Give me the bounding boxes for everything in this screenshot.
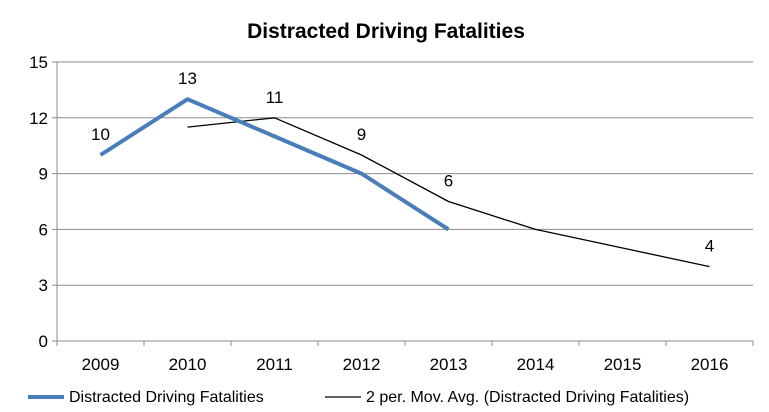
- data-labels: 10 13 11 9 6 4: [91, 69, 714, 255]
- data-label: 11: [266, 88, 284, 107]
- x-tick-label: 2015: [604, 355, 642, 374]
- y-tick-label: 9: [39, 165, 48, 184]
- data-label: 4: [705, 237, 714, 256]
- y-tick-label: 15: [29, 53, 48, 72]
- legend-label-moving-average: 2 per. Mov. Avg. (Distracted Driving Fat…: [366, 389, 689, 406]
- chart-title: Distracted Driving Fatalities: [247, 20, 525, 43]
- series-line-moving-average: [187, 117, 710, 268]
- legend-label-fatalities: Distracted Driving Fatalities: [69, 389, 264, 406]
- series-line-fatalities: [99, 97, 450, 232]
- y-tick-label: 3: [39, 276, 48, 295]
- y-tick-label: 12: [29, 109, 48, 128]
- x-axis-ticks: 2009 2010 2011 2012 2013 2014 2015 2016: [82, 355, 729, 374]
- data-label: 13: [178, 69, 197, 88]
- data-label: 9: [357, 125, 366, 144]
- y-axis-ticks: 0 3 6 9 12 15: [29, 53, 48, 351]
- legend: Distracted Driving Fatalities 2 per. Mov.…: [28, 389, 689, 406]
- y-tick-label: 6: [39, 220, 48, 239]
- x-tick-label: 2011: [256, 355, 293, 374]
- gridlines: [57, 61, 753, 286]
- axes: [52, 61, 754, 346]
- x-tick-label: 2012: [343, 355, 381, 374]
- x-tick-label: 2009: [82, 355, 120, 374]
- x-tick-label: 2016: [691, 355, 729, 374]
- y-tick-label: 0: [39, 332, 48, 351]
- series-lines: [99, 97, 710, 268]
- data-label: 10: [91, 125, 110, 144]
- x-tick-label: 2010: [169, 355, 207, 374]
- data-label: 6: [444, 172, 453, 191]
- x-tick-label: 2014: [517, 355, 555, 374]
- x-tick-label: 2013: [430, 355, 468, 374]
